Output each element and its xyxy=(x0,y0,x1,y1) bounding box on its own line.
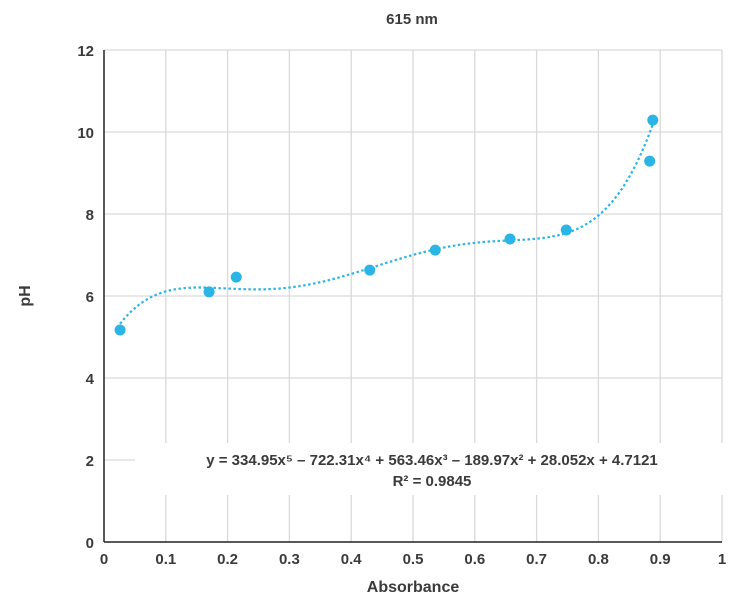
x-tick-label: 0.5 xyxy=(403,551,424,568)
trendline xyxy=(119,124,654,325)
y-tick-label: 4 xyxy=(86,371,95,388)
trendline-equation: y = 334.95x⁵ – 722.31x⁴ + 563.46x³ – 189… xyxy=(206,452,658,469)
data-points xyxy=(114,114,659,336)
data-point xyxy=(504,233,516,245)
chart-title: 615 nm xyxy=(386,11,438,28)
y-tick-label: 10 xyxy=(77,125,94,142)
y-tick-label: 2 xyxy=(86,453,94,470)
x-tick-label: 0.2 xyxy=(217,551,238,568)
data-point xyxy=(429,244,441,256)
x-tick-label: 0.3 xyxy=(279,551,300,568)
data-point xyxy=(560,224,572,236)
x-tick-label: 0.4 xyxy=(341,551,363,568)
x-tick-label: 0.7 xyxy=(526,551,547,568)
r-squared: R² = 0.9845 xyxy=(393,473,472,490)
data-point xyxy=(114,324,126,336)
data-point xyxy=(230,271,242,283)
x-tick-label: 0.6 xyxy=(464,551,485,568)
x-tick-label: 0.1 xyxy=(155,551,176,568)
data-point xyxy=(644,155,656,167)
x-tick-label: 0.9 xyxy=(650,551,671,568)
y-tick-label: 6 xyxy=(86,289,94,306)
x-tick-label: 0.8 xyxy=(588,551,609,568)
data-point xyxy=(647,114,659,126)
y-tick-label: 12 xyxy=(77,43,94,60)
data-point xyxy=(364,264,376,276)
x-tick-label: 0 xyxy=(100,551,108,568)
y-axis-label: pH xyxy=(17,285,34,306)
x-axis-label: Absorbance xyxy=(367,579,460,596)
equation-background xyxy=(135,443,725,495)
data-point xyxy=(203,286,215,298)
y-tick-label: 0 xyxy=(86,535,94,552)
x-tick-label: 1 xyxy=(718,551,726,568)
y-tick-label: 8 xyxy=(86,207,94,224)
